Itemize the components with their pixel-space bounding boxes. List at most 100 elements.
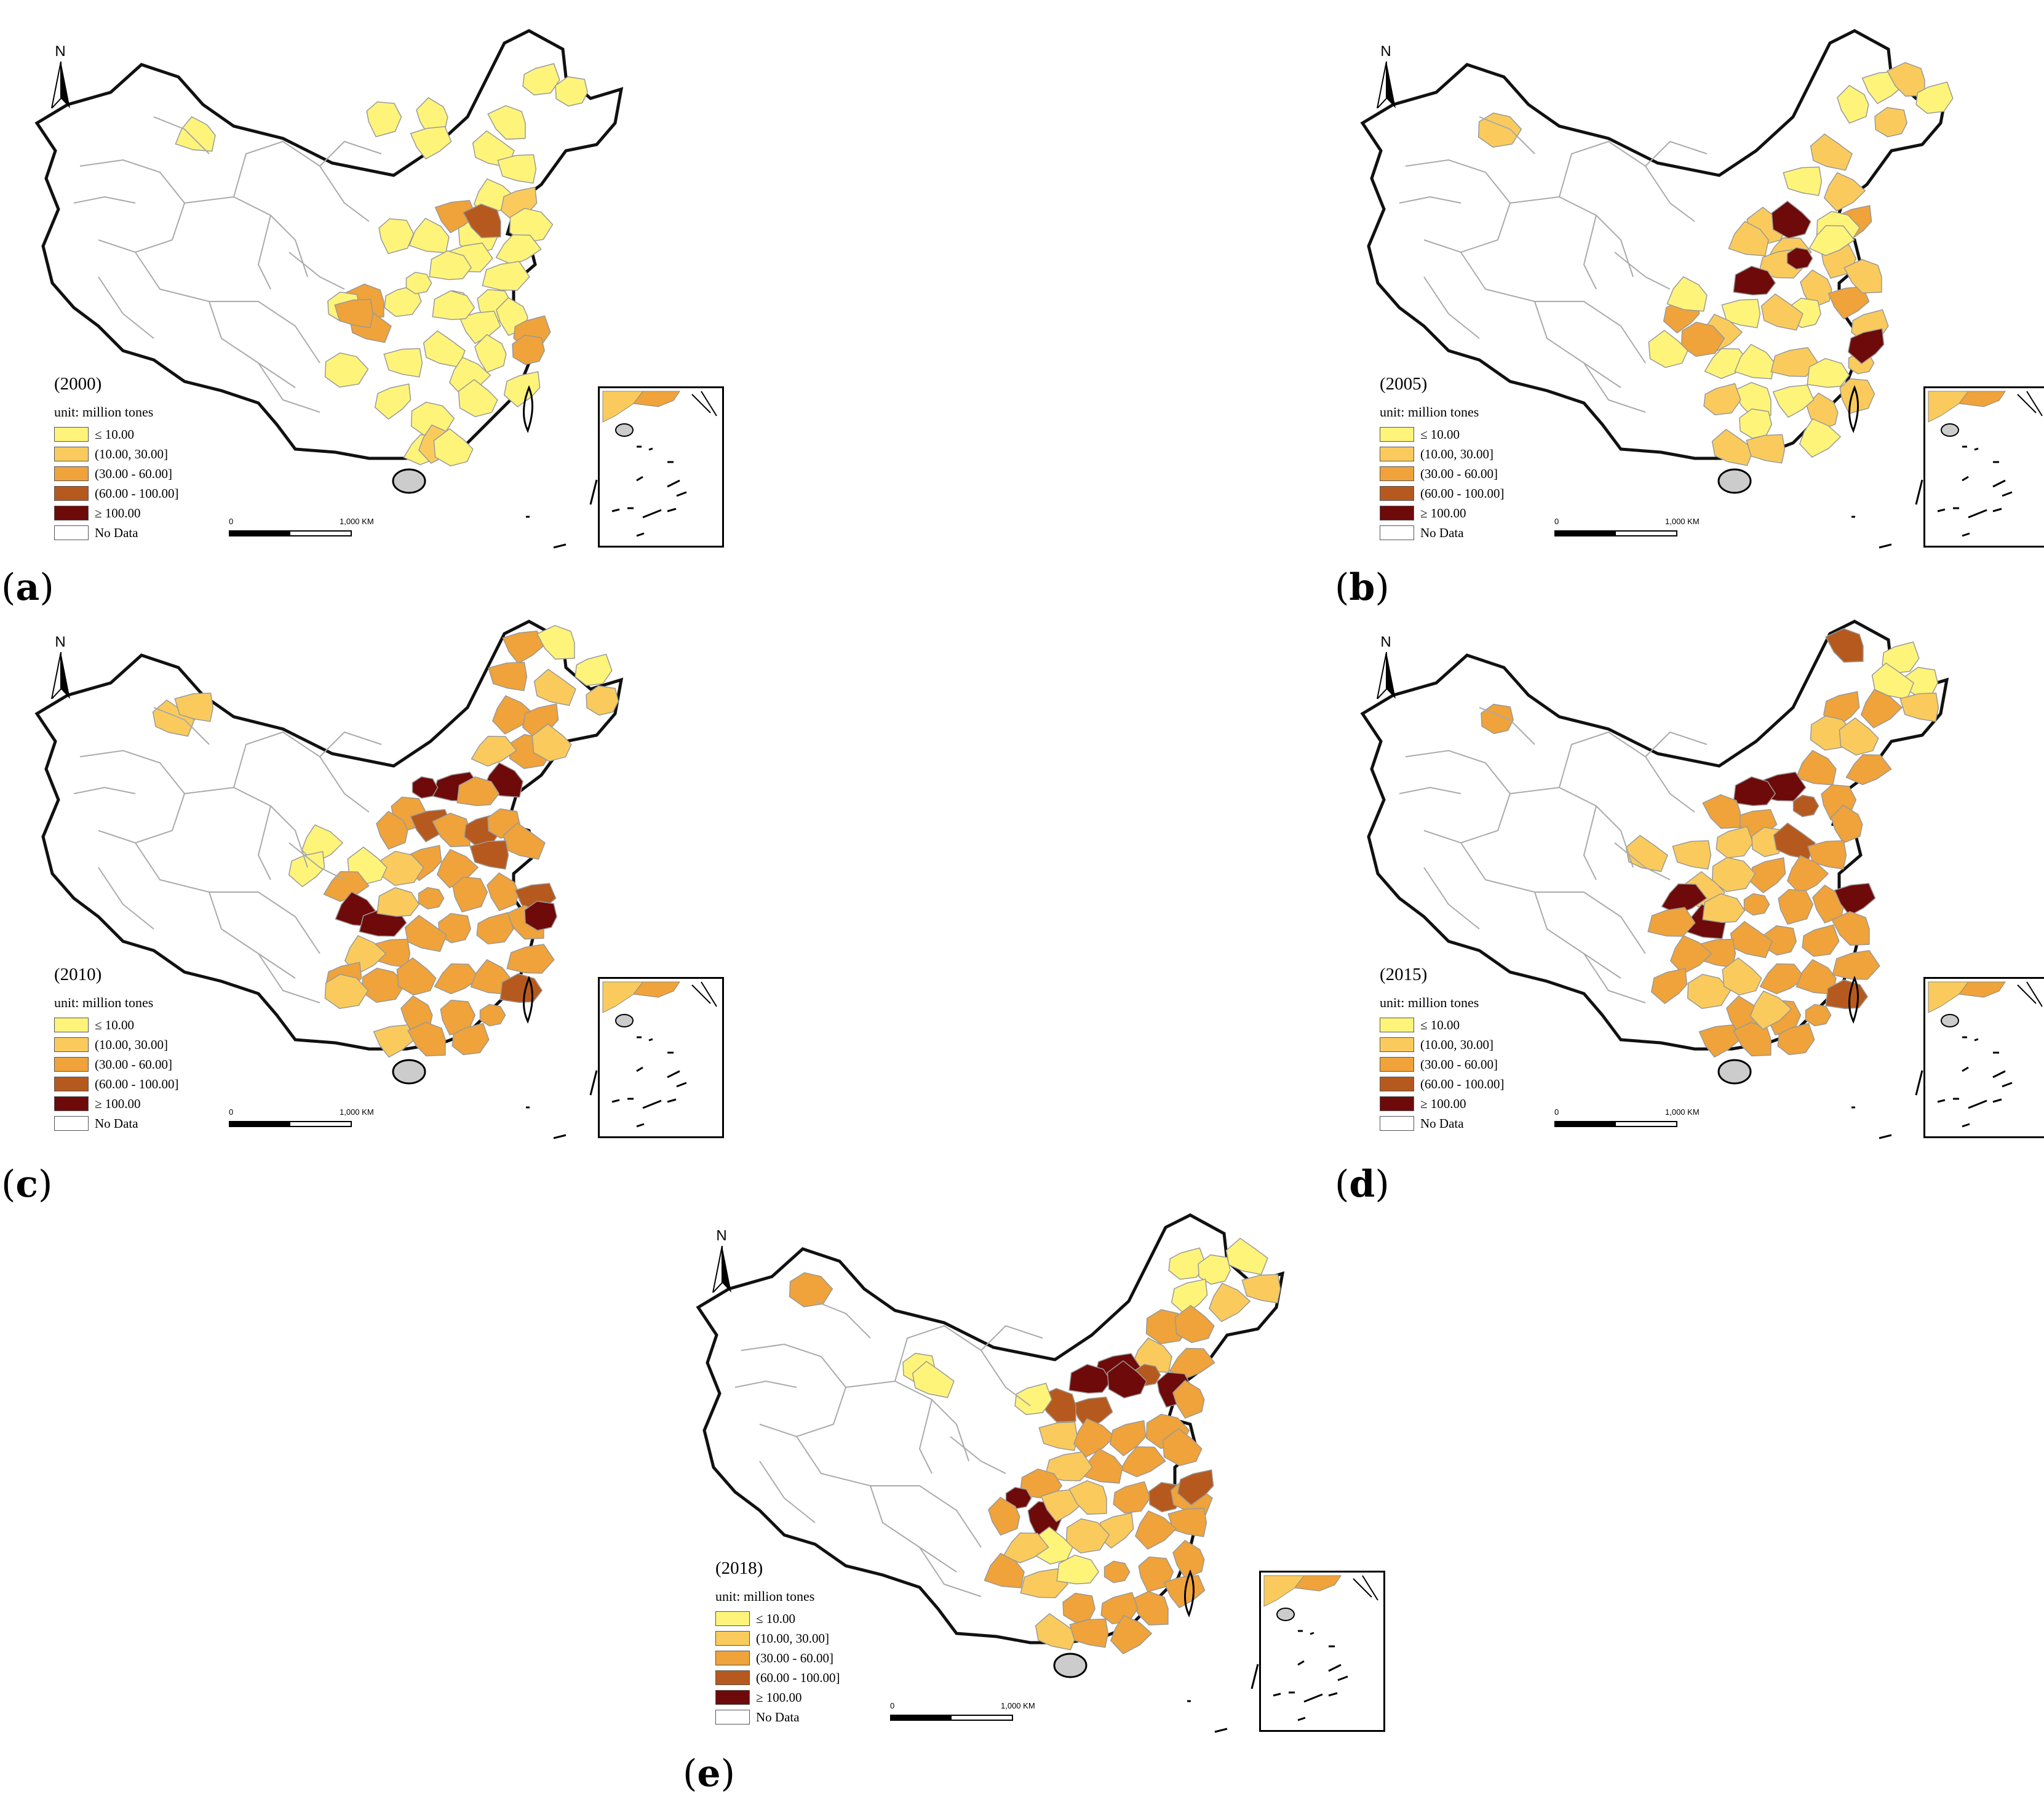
north-arrow-icon xyxy=(50,62,70,108)
legend: ≤ 10.00 (10.00, 30.00] (30.00 - 60.00] (60.… xyxy=(1380,1015,1504,1133)
city-region xyxy=(407,1021,446,1057)
scale-start-label: 0 xyxy=(229,1107,234,1117)
city-region xyxy=(432,812,471,848)
legend-swatch xyxy=(54,1116,89,1131)
province-border xyxy=(1460,842,1646,954)
city-region xyxy=(1162,1427,1203,1467)
legend-item: ≤ 10.00 xyxy=(715,1609,840,1629)
country-outline xyxy=(696,1213,1285,1645)
city-region xyxy=(456,776,500,807)
legend-label: ≥ 100.00 xyxy=(756,1689,802,1705)
province-border xyxy=(1399,196,1461,204)
scale-bar: 0 1,000 KM xyxy=(229,517,374,541)
province-border xyxy=(1534,301,1621,388)
city-region xyxy=(429,250,472,281)
city-region xyxy=(1109,1420,1147,1457)
city-region xyxy=(458,378,498,418)
city-region xyxy=(1208,1282,1251,1323)
legend-label: No Data xyxy=(1420,525,1464,540)
province-border xyxy=(796,1436,982,1548)
city-region xyxy=(412,776,439,799)
city-region xyxy=(1174,1304,1215,1344)
china-map xyxy=(34,620,624,1139)
city-region xyxy=(423,330,466,368)
province-border xyxy=(1534,891,1621,979)
north-arrow-icon xyxy=(712,1246,731,1293)
city-region xyxy=(1003,1532,1049,1564)
legend-item: (60.00 - 100.00] xyxy=(1380,1074,1504,1094)
south-china-sea-inset xyxy=(598,386,724,548)
city-region xyxy=(1669,935,1712,975)
city-region xyxy=(1711,428,1754,466)
province-border xyxy=(257,805,271,880)
city-region xyxy=(1687,973,1732,1009)
city-region xyxy=(378,218,415,255)
legend-swatch xyxy=(1380,1077,1414,1091)
city-region xyxy=(476,912,514,945)
city-region xyxy=(433,428,474,467)
city-region xyxy=(1843,258,1882,294)
legend-label: ≤ 10.00 xyxy=(1420,1017,1460,1032)
scale-end-label: 1,000 KM xyxy=(340,1107,374,1117)
legend: ≤ 10.00 (10.00, 30.00] (30.00 - 60.00] (60.… xyxy=(54,425,178,543)
province-border xyxy=(741,1343,847,1438)
legend-swatch xyxy=(54,1037,89,1052)
city-region xyxy=(487,105,526,140)
north-arrow: N xyxy=(703,1227,740,1295)
south-china-sea-islands xyxy=(1851,1070,1930,1139)
city-region xyxy=(1068,1363,1112,1394)
city-region xyxy=(1110,1614,1153,1655)
city-region xyxy=(1882,641,1920,674)
legend-swatch xyxy=(1380,1037,1414,1052)
province-border xyxy=(1509,786,1634,868)
city-region xyxy=(509,207,554,243)
city-region xyxy=(1038,1421,1078,1451)
city-region xyxy=(175,116,216,152)
scale-bar: 0 1,000 KM xyxy=(229,1107,374,1132)
city-region xyxy=(469,840,509,870)
map-panel-b: N (2005) unit: million tones ≤ 10.00 (10.… xyxy=(1326,18,2044,572)
hainan-island xyxy=(1717,1059,1752,1085)
legend-swatch xyxy=(715,1631,750,1646)
map-panel-a: N (2000) unit: million tones ≤ 10.00 (10.… xyxy=(0,18,738,572)
city-region xyxy=(1172,1539,1205,1579)
city-region xyxy=(1672,840,1712,870)
province-border xyxy=(1405,159,1511,253)
map-year: (2015) xyxy=(1380,965,1428,984)
taiwan-island xyxy=(522,385,534,433)
taiwan-island xyxy=(1183,1569,1195,1617)
legend-swatch xyxy=(1380,525,1414,540)
city-region xyxy=(1068,1480,1107,1515)
legend-swatch xyxy=(715,1611,750,1626)
north-arrow: N xyxy=(1367,43,1404,111)
city-region xyxy=(479,1003,506,1027)
legend-swatch xyxy=(1380,1057,1414,1072)
city-region xyxy=(1860,688,1903,729)
city-region xyxy=(1069,1618,1109,1648)
legend-swatch xyxy=(54,1057,89,1072)
north-arrow: N xyxy=(42,43,79,111)
city-region xyxy=(1772,385,1815,418)
north-arrow: N xyxy=(42,634,79,701)
taiwan-island xyxy=(522,975,534,1024)
city-region xyxy=(418,887,445,910)
city-region xyxy=(1730,920,1773,959)
city-region xyxy=(1792,794,1819,818)
south-china-sea-inset xyxy=(598,977,724,1138)
city-region xyxy=(1702,794,1741,829)
province-border xyxy=(288,842,345,880)
city-region xyxy=(1647,907,1696,937)
city-region xyxy=(1702,893,1746,923)
legend-item: ≤ 10.00 xyxy=(54,425,178,444)
city-region xyxy=(1795,749,1837,786)
legend-label: (30.00 - 60.00] xyxy=(95,1056,172,1072)
city-region xyxy=(1823,172,1866,212)
legend-label: ≤ 10.00 xyxy=(1420,426,1460,442)
city-region xyxy=(1799,418,1842,458)
city-region xyxy=(1198,1254,1231,1285)
legend-swatch xyxy=(54,525,89,540)
north-label: N xyxy=(716,1227,727,1244)
south-china-sea-islands xyxy=(526,1070,604,1139)
legend-item: ≥ 100.00 xyxy=(1380,503,1504,523)
city-region xyxy=(432,290,475,321)
